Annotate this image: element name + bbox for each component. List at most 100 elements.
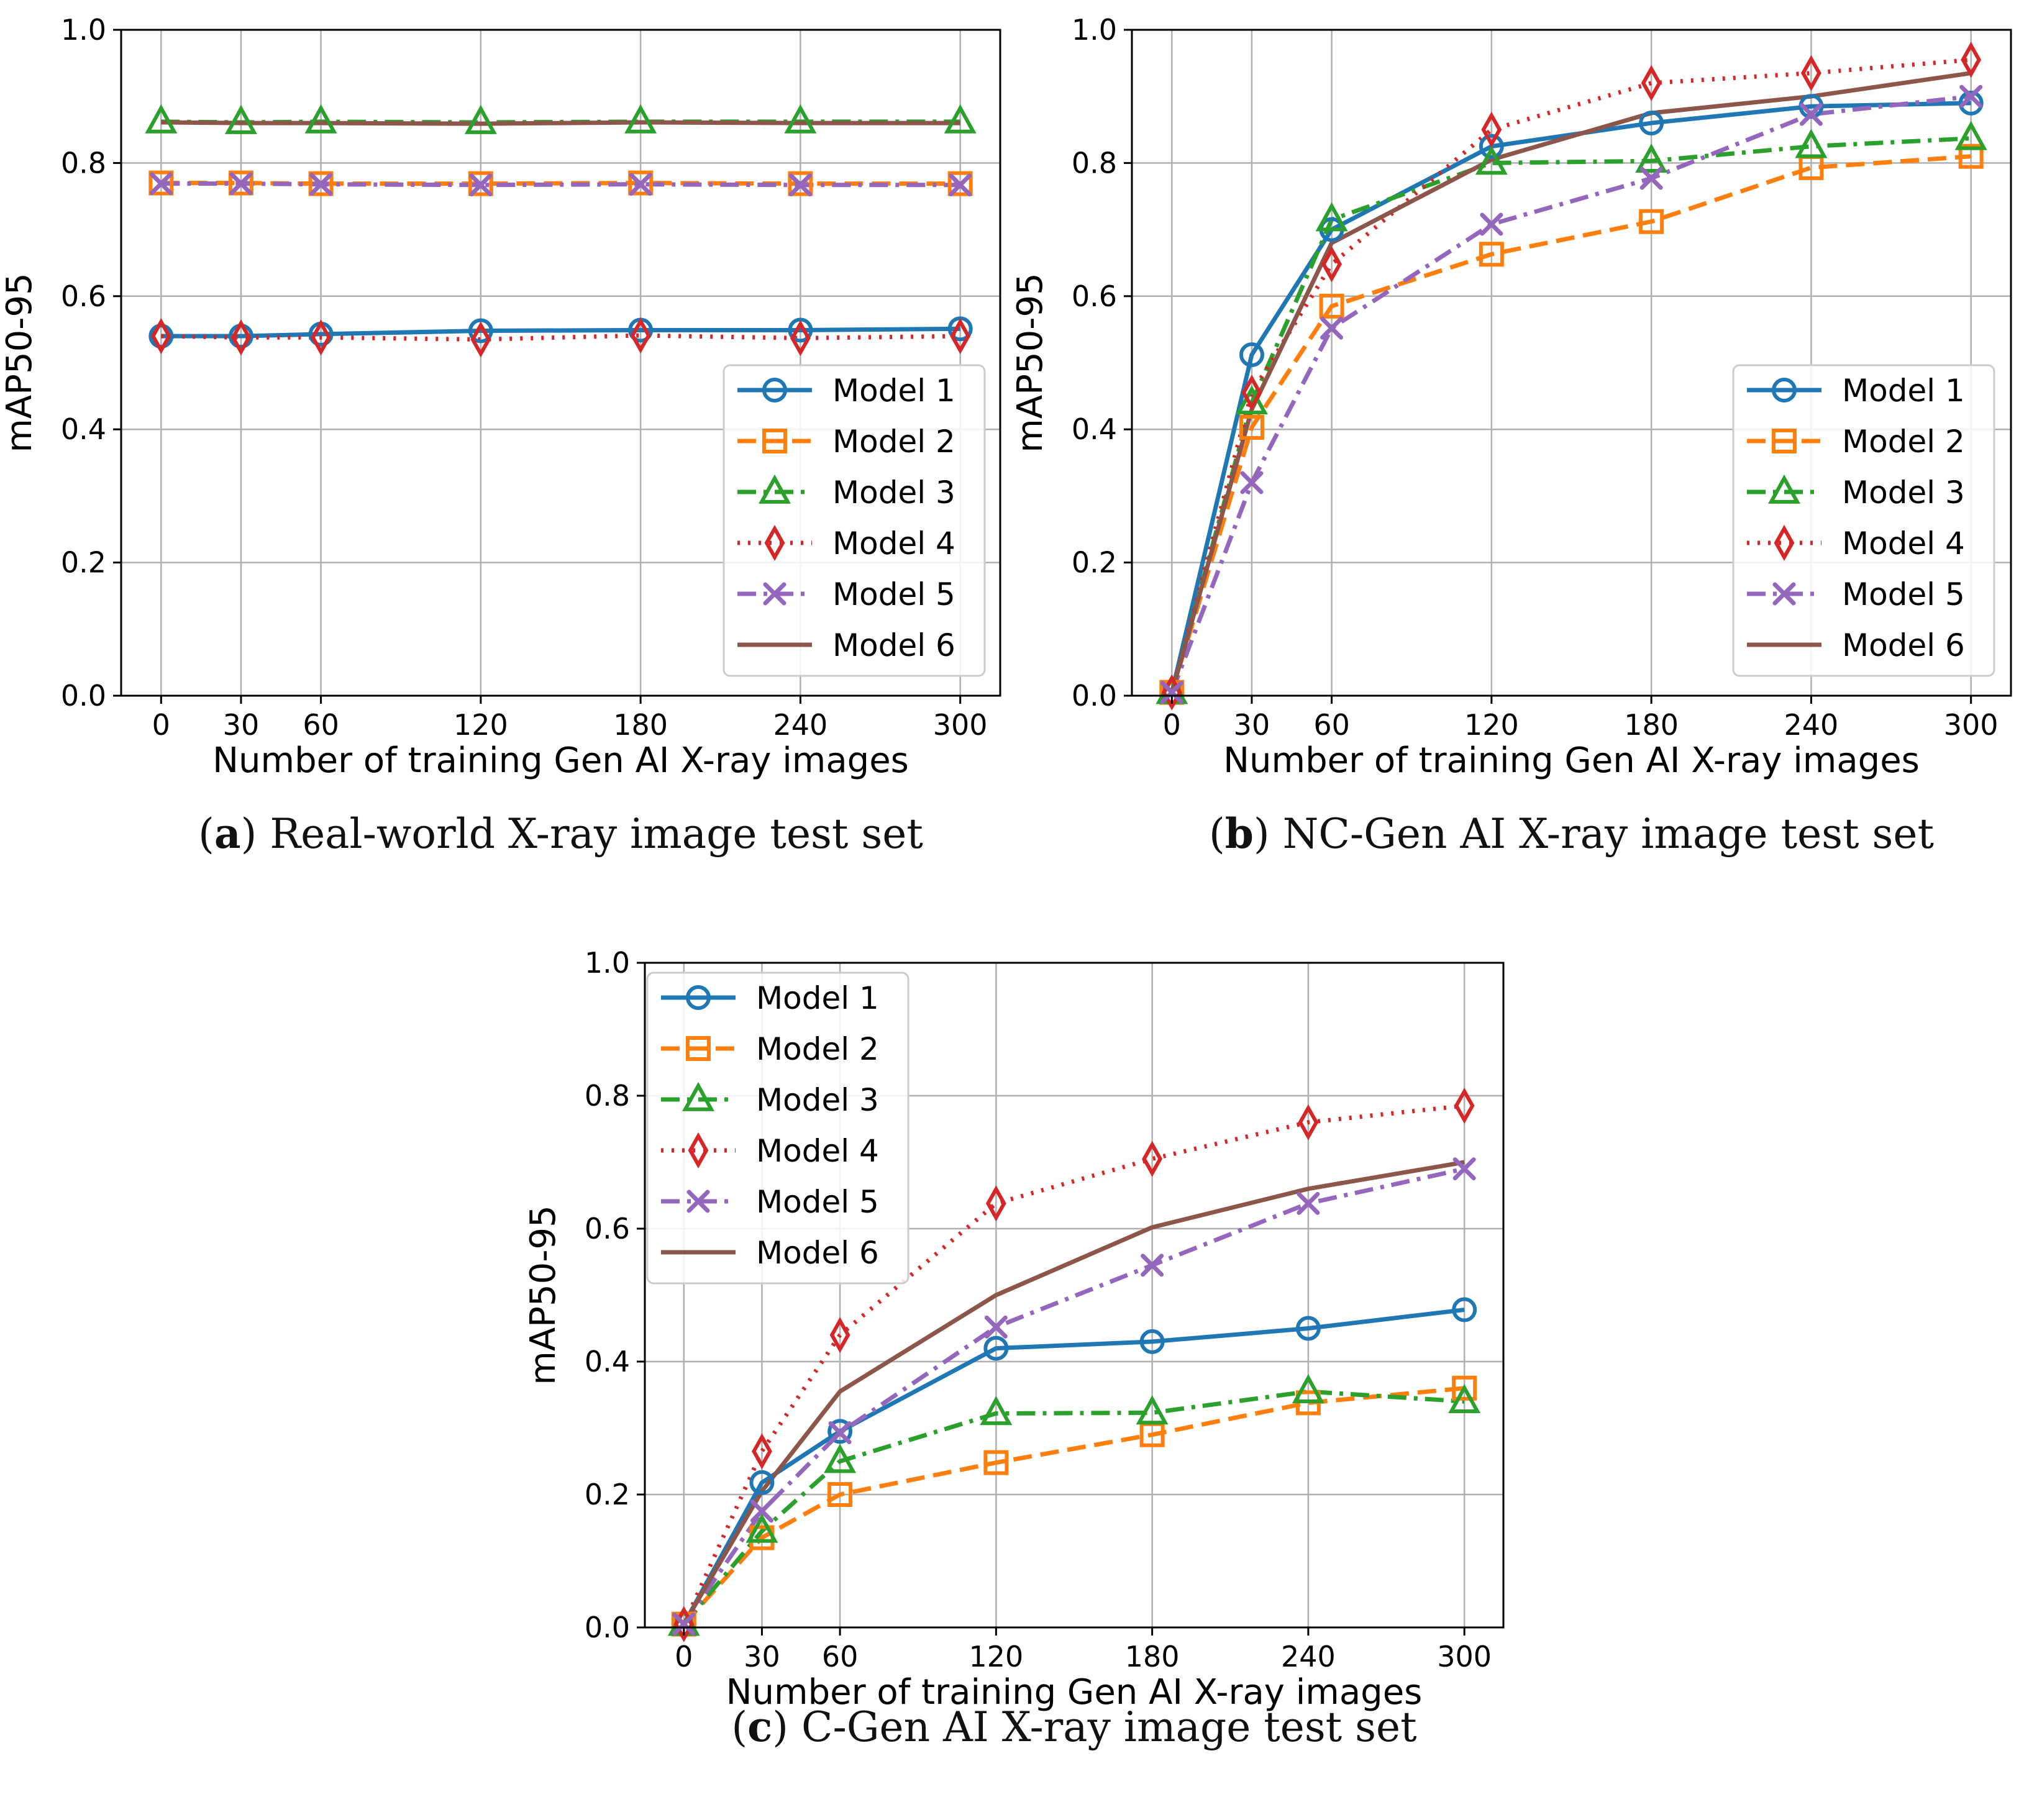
data-point-model-3: [1795, 129, 1828, 158]
data-point-model-1: [827, 1419, 853, 1444]
y-tick-label: 0.2: [61, 546, 106, 580]
series-group: [145, 104, 977, 358]
data-point-model-4: [1142, 1140, 1163, 1177]
data-point-model-5: [1240, 471, 1264, 494]
y-tick-label: 0.4: [585, 1345, 630, 1378]
y-tick-label: 1.0: [585, 946, 630, 980]
x-tick-label: 180: [613, 708, 668, 742]
data-point-model-2: [228, 170, 253, 196]
legend-marker-model-3: [1768, 474, 1800, 504]
legend-marker-model-2: [686, 1036, 711, 1061]
legend-label-model-4: Model 4: [1842, 526, 1965, 562]
data-point-model-4: [1321, 246, 1342, 283]
data-point-model-5: [1799, 102, 1823, 126]
y-tick-label: 0.4: [61, 412, 106, 446]
data-point-model-4: [950, 318, 971, 355]
data-point-model-4: [1961, 42, 1982, 78]
legend-label-model-5: Model 5: [756, 1184, 879, 1220]
data-point-model-1: [1452, 1297, 1477, 1322]
data-point-model-3: [1136, 1395, 1169, 1425]
x-tick-label: 240: [1281, 1640, 1336, 1673]
data-point-model-1: [1958, 90, 1984, 116]
data-point-model-3: [145, 104, 178, 134]
legend-box: [1732, 364, 1995, 677]
data-point-model-5: [1160, 681, 1183, 704]
y-tick-label: 0.0: [1072, 679, 1117, 712]
y-tick-label: 0.6: [61, 280, 106, 313]
plot-frame: [120, 29, 1001, 697]
data-point-model-5: [1320, 316, 1344, 340]
data-point-model-5: [1452, 1157, 1476, 1181]
y-tick-label: 1.0: [61, 13, 106, 47]
y-tick-label: 0.8: [1072, 146, 1117, 180]
series-line-model-6: [682, 1160, 1465, 1626]
data-point-model-2: [1639, 209, 1664, 234]
legend-label-model-1: Model 1: [1842, 373, 1965, 409]
data-point-model-5: [1297, 1191, 1320, 1215]
x-tick-label: 60: [1313, 708, 1350, 742]
y-tick-label: 0.0: [61, 679, 106, 712]
data-point-model-4: [985, 1185, 1006, 1222]
data-point-model-3: [304, 104, 337, 134]
data-point-model-2: [308, 171, 334, 196]
data-point-model-1: [1139, 1329, 1165, 1354]
data-point-model-3: [944, 104, 977, 134]
y-tick-label: 0.4: [1072, 412, 1117, 446]
legend: Model 1 Model 2 Model 3 Model 4 Model 5 Model…: [646, 971, 909, 1285]
x-tick-label: 30: [1234, 708, 1270, 742]
x-tick-label: 180: [1125, 1640, 1180, 1673]
data-point-model-3: [824, 1444, 857, 1473]
data-point-model-3: [1315, 202, 1348, 232]
data-point-model-4: [230, 319, 252, 356]
data-point-model-1: [788, 317, 813, 343]
legend-marker-model-4: [764, 524, 785, 562]
data-point-model-4: [1481, 111, 1502, 148]
y-tick-label: 0.2: [585, 1478, 630, 1511]
data-point-model-5: [1639, 166, 1663, 190]
legend-marker-model-1: [1772, 378, 1797, 403]
data-point-model-3: [1635, 143, 1668, 173]
x-tick-label: 60: [822, 1640, 859, 1673]
x-tick-label: 300: [933, 708, 988, 742]
legend-marker-model-3: [759, 474, 791, 504]
legend-label-model-6: Model 6: [832, 627, 955, 663]
x-tick-label: 30: [744, 1640, 780, 1673]
x-tick-label: 120: [1464, 708, 1519, 742]
data-point-model-5: [1141, 1254, 1164, 1277]
y-tick-label: 0.2: [1072, 546, 1117, 580]
legend-marker-model-5: [763, 582, 786, 606]
x-tick-label: 0: [152, 708, 170, 742]
data-point-model-5: [309, 173, 333, 196]
legend-label-model-5: Model 5: [832, 576, 955, 612]
legend-marker-model-3: [682, 1081, 714, 1111]
legend-label-model-2: Model 2: [756, 1031, 879, 1067]
legend-label-model-6: Model 6: [1842, 627, 1965, 663]
data-point-model-5: [469, 173, 493, 197]
legend-marker-model-2: [762, 429, 787, 453]
legend-marker-model-2: [1772, 429, 1797, 453]
legend-marker-model-4: [688, 1132, 709, 1169]
x-tick-label: 60: [303, 708, 339, 742]
data-point-model-4: [1641, 65, 1662, 101]
legend-label-model-1: Model 1: [832, 373, 955, 409]
legend-label-model-3: Model 3: [1842, 475, 1965, 511]
x-tick-label: 120: [454, 708, 508, 742]
legend-marker-model-1: [762, 378, 787, 403]
panel-caption: (c) C-Gen AI X-ray image test set: [731, 1703, 1416, 1751]
legend-marker-model-5: [686, 1190, 710, 1213]
legend: Model 1 Model 2 Model 3 Model 4 Model 5 Model…: [723, 364, 986, 677]
data-point-model-4: [1298, 1104, 1319, 1140]
data-point-model-1: [1479, 134, 1504, 159]
legend-marker-model-1: [686, 985, 711, 1010]
data-point-model-3: [1954, 121, 1987, 150]
x-tick-label: 120: [969, 1640, 1023, 1673]
data-point-model-2: [983, 1450, 1009, 1475]
data-point-model-5: [1480, 212, 1503, 236]
plot-frame: [644, 962, 1505, 1629]
x-tick-label: 0: [1163, 708, 1181, 742]
panel-c: 0 30 60 120 180 240 300 0.0 0.2 0.4 0.6 0.8 1.0 Numbe…: [523, 946, 1505, 1751]
data-point-model-1: [468, 318, 493, 344]
legend-label-model-1: Model 1: [756, 980, 879, 1016]
x-tick-label: 30: [223, 708, 260, 742]
series-line-model-1: [682, 1308, 1465, 1626]
